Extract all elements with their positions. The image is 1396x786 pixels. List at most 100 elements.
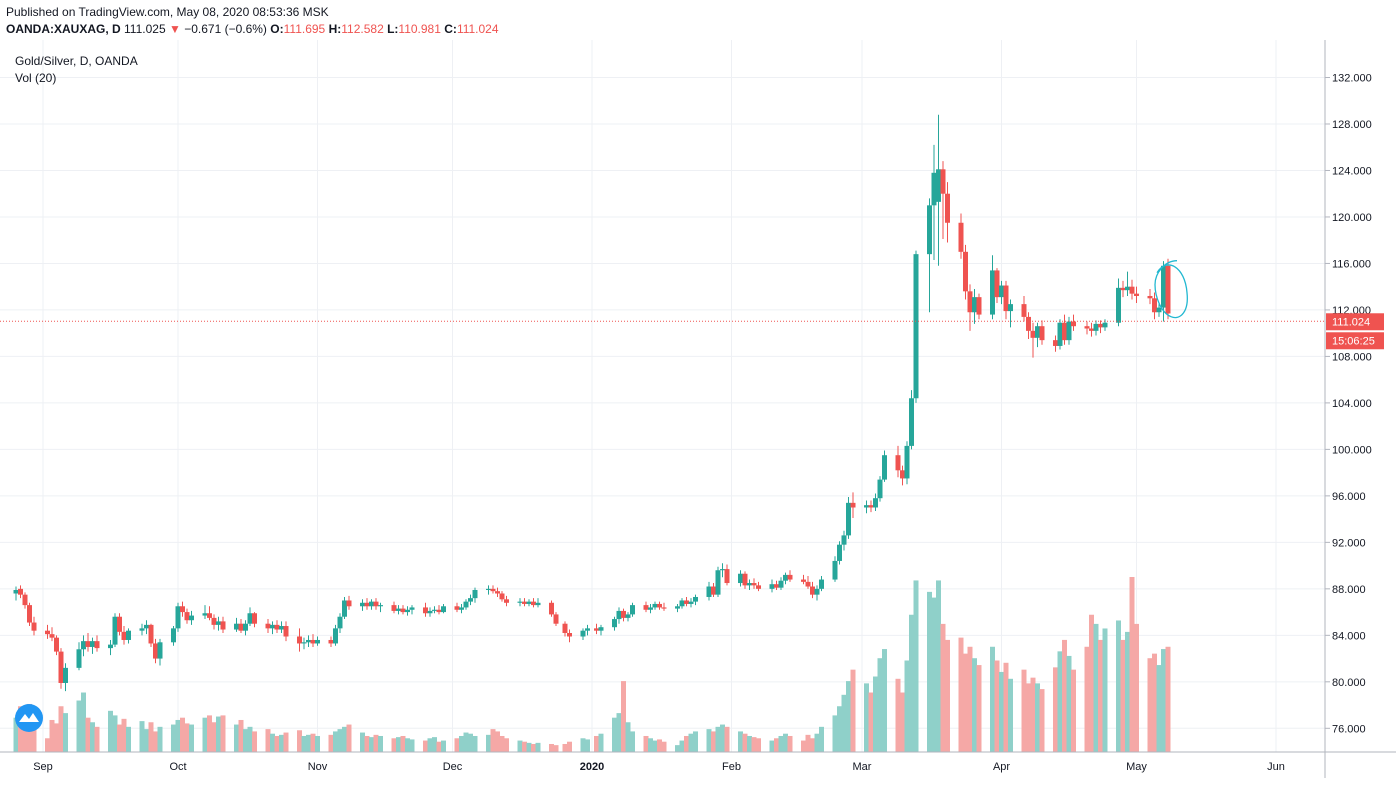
candle-body [585,628,590,631]
candle-body [1071,321,1076,327]
candle-body [738,573,743,584]
candle-body [805,581,811,587]
candle-body [661,607,667,609]
volume-bar [373,734,379,752]
candle-body [778,580,784,588]
candle-body [747,583,752,586]
candle-body [184,612,190,621]
candle-body [396,608,401,611]
candle-body [1116,287,1121,323]
volume-bar [454,738,460,752]
volume-bar [328,734,334,752]
candle-body [616,610,622,620]
time-tick-label: Apr [993,761,1010,773]
candle-body [1147,295,1153,299]
candle-body [108,644,113,649]
volume-bar [526,742,532,752]
candle-body [1084,326,1090,329]
candle-body [972,297,977,313]
volume-bar [1165,646,1171,752]
candle-body [400,608,406,613]
volume-bar [504,738,509,752]
candle-body [90,641,95,647]
candle-body [873,498,878,508]
candle-body [868,505,874,508]
candle-body [594,628,599,631]
candle-body [243,623,248,631]
volume-bar [396,737,401,752]
candle-body [562,623,568,634]
candle-body [526,601,532,604]
candle-body [958,222,964,252]
candle-body [1003,285,1009,312]
volume-bar [1084,646,1090,752]
candle-body [877,479,883,499]
candle-body [967,291,973,313]
countdown-badge-label: 15:06:25 [1332,335,1375,347]
volume-bar [171,724,176,752]
time-axis[interactable]: Sep Oct Nov Dec 2020 Feb Mar Apr May Jun [33,761,1285,773]
volume-bar [63,713,68,752]
volume-bar [94,726,100,752]
time-tick-label: 2020 [580,761,604,773]
volume-bar [972,658,977,752]
candle-body [1030,330,1036,338]
volume-bar [643,735,649,752]
volume-bar [931,597,937,752]
volume-bar [783,733,788,752]
candle-body [1102,322,1108,328]
volume-bar [283,732,289,752]
volume-bar [1035,683,1040,752]
candle-body [994,270,1000,298]
price-tick-label: 92.000 [1332,537,1366,549]
candle-body [927,205,932,255]
volume-bar [747,735,752,752]
volume-bar [360,732,365,752]
volume-bar [315,735,320,752]
close-value: 111.024 [456,22,499,36]
candle-body [1161,265,1166,308]
volume-bar [405,738,410,752]
volume-bar [1021,669,1027,752]
candle-body [423,607,428,614]
volume-bar [1030,677,1036,752]
volume-bar [252,731,257,752]
volume-bar [1062,639,1067,752]
candle-body [207,613,212,618]
volume-bar [936,580,941,752]
candle-body [864,505,869,508]
volume-bar [909,614,914,752]
candle-body [76,649,82,668]
candle-body [63,667,68,683]
candle-body [153,643,158,659]
volume-bar [108,710,113,752]
volume-bar [895,678,901,752]
series-legend: Gold/Silver, D, OANDA [15,54,138,68]
candle-body [1165,265,1171,314]
candle-body [711,586,716,595]
candle-body [553,614,559,624]
candle-body [1134,293,1139,296]
volume-bar [594,735,599,752]
candle-body [49,634,55,638]
volume-bar [463,732,469,752]
candle-body [468,598,473,602]
candle-body [535,602,541,606]
candle-body [846,502,851,536]
candle-body [900,470,905,479]
volume-bar [472,735,478,752]
time-tick-label: Oct [169,761,186,773]
candle-body [1098,323,1103,328]
volume-bar [459,735,464,752]
volume-bar [234,724,239,752]
volume-bar [616,713,622,752]
volume-bar [810,738,815,752]
candle-body [112,616,118,645]
candle-body [306,639,311,643]
volume-bar [1152,653,1157,752]
price-axis[interactable]: 76.000 80.000 84.000 88.000 92.000 96.000 100.… [1325,73,1372,736]
volume-bar [1066,655,1072,752]
price-tick-label: 76.000 [1332,723,1366,735]
candle-body [1129,286,1135,294]
